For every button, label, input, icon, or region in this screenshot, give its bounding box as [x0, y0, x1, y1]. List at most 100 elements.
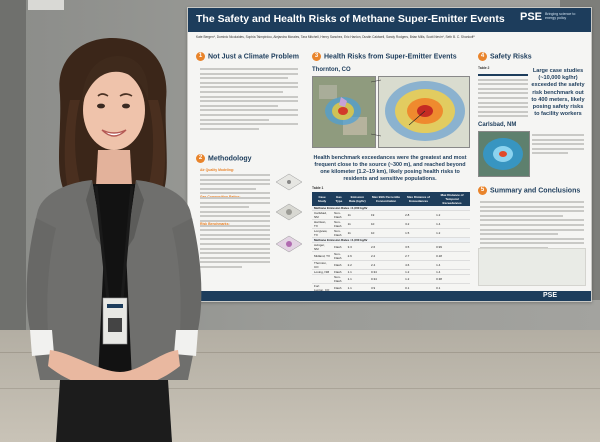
col-header: Gas Type — [332, 192, 346, 206]
col-header: Max Distance of Exceedances — [403, 192, 435, 206]
table-cell: 2.7 — [403, 251, 435, 261]
face — [83, 70, 145, 150]
col-header: Emission Rate (kg/hr) — [345, 192, 369, 206]
badge-header — [107, 304, 123, 308]
map-overlay — [313, 77, 375, 147]
table-cell: 1.2 — [403, 269, 435, 275]
section-title: Health Risks from Super-Emitter Events — [324, 53, 457, 61]
table-cell: Flash — [332, 260, 346, 270]
table-row: Midland, TX Non-Flash 2.6 2.2 2.7 0.18 — [312, 251, 470, 261]
table-cell: 1.4 — [434, 219, 470, 229]
table-cell: 0.18 — [434, 251, 470, 261]
table-row: Harrison, TX Non-Flash 11 10 3.2 1.4 — [312, 219, 470, 229]
table-cell: Loving, NM — [312, 269, 333, 275]
table-cell: Longview, TX — [312, 228, 333, 238]
table-cell: 1.1 — [345, 274, 369, 284]
table-cell: Non-Flash — [332, 228, 346, 238]
method-item: Air Quality Modeling: — [200, 168, 235, 172]
black-pants — [56, 380, 172, 442]
section-title: Methodology — [208, 155, 252, 163]
section-3-heading: 3 Health Risks from Super-Emitter Events — [312, 52, 457, 61]
section-2-heading: 2 Methodology — [196, 154, 252, 163]
table-cell: 11 — [345, 219, 369, 229]
pse-footer-logo: PSE — [543, 292, 558, 299]
right-eye — [122, 103, 130, 109]
table-cell: 2.2 — [345, 260, 369, 270]
right-sleeve — [172, 218, 202, 332]
section-number: 3 — [312, 52, 321, 61]
health-finding: Health benchmark exceedances were the gr… — [313, 155, 467, 182]
lanyard — [94, 185, 134, 301]
section-number: 2 — [196, 154, 205, 163]
right-cuff — [174, 330, 198, 356]
pse-logo: PSE — [520, 11, 543, 23]
neck — [96, 150, 132, 186]
table-cell: Carlsbad, NM — [312, 210, 333, 220]
carlsbad-overlay — [479, 132, 529, 176]
group-label: Methane Emission Rates >1,000 kg/hr — [312, 237, 470, 243]
section-number: 1 — [196, 52, 205, 61]
table-cell: 11 — [345, 210, 369, 220]
table-cell: 1.4 — [434, 260, 470, 270]
section-title: Not Just a Climate Problem — [208, 53, 300, 61]
badge-qr-code — [108, 318, 122, 332]
section-5-heading: 5 Summary and Conclusions — [478, 186, 580, 195]
table-cell: 4.6 — [403, 260, 435, 270]
table-cell: 1.2 — [434, 210, 470, 220]
table-cell: 2.2 — [368, 251, 404, 261]
map-connector — [370, 79, 382, 137]
table-cell: 3.3 — [345, 242, 369, 252]
left-eyebrow — [97, 93, 109, 97]
method-item: Risk Benchmarks: — [200, 222, 230, 227]
hair-right-strand — [146, 100, 166, 198]
table-row: Avinger, NM Flash 3.3 2.6 3.5 0.99 — [312, 242, 470, 252]
poster-title: The Safety and Health Risks of Methane S… — [196, 13, 505, 25]
poster-footer — [188, 291, 591, 301]
section-2-text — [200, 174, 270, 270]
poster-authors: Kate Bergen*, Dominic Nicolaides, Sophia… — [196, 35, 475, 39]
col-header: Max 99th Percentile Concentration — [368, 192, 404, 206]
section-1-heading: 1 Not Just a Climate Problem — [196, 52, 299, 61]
table-cell: Flash — [332, 269, 346, 275]
table-cell: 2.8 — [403, 210, 435, 220]
section-number: 5 — [478, 186, 487, 195]
table-cell: 1.1 — [345, 269, 369, 275]
table-cell: 2.6 — [368, 242, 404, 252]
pse-tagline: Bringing science to energy policy — [545, 12, 576, 21]
table-cell: 0.34 — [368, 274, 404, 284]
carlsbad-label: Carlsbad, NM — [478, 122, 517, 128]
poster-header: The Safety and Health Risks of Methane S… — [188, 8, 591, 32]
section-title: Summary and Conclusions — [490, 187, 581, 195]
section-number: 4 — [478, 52, 487, 61]
hair-fringe — [82, 56, 149, 104]
section-4-heading: 4 Safety Risks — [478, 52, 532, 61]
table-row: Non-Flash 1.1 0.34 1.2 0.38 — [312, 274, 470, 284]
thornton-heat-map — [378, 76, 470, 148]
table-cell: Non-Flash — [332, 274, 346, 284]
heat-overlay — [379, 77, 469, 147]
table-cell: 0.38 — [434, 274, 470, 284]
table-cell: 2.6 — [345, 251, 369, 261]
table-cell: 10 — [368, 219, 404, 229]
table-row: Carlsbad, NM Non-Flash 11 19 2.8 1.2 — [312, 210, 470, 220]
table-cell: 0.99 — [434, 242, 470, 252]
table-group-row: Methane Emission Rates >1,000 kg/hr — [312, 237, 470, 243]
carlsbad-text — [532, 134, 584, 157]
table-cell — [312, 274, 333, 284]
table-cell: Midland, TX — [312, 251, 333, 261]
table-cell: Non-Flash — [332, 219, 346, 229]
table-row: Loving, NM Flash 1.1 0.34 1.2 1.4 — [312, 269, 470, 275]
table-1-label: Table 1 — [312, 186, 324, 190]
table-cell: 11 — [345, 228, 369, 238]
table-cell: 0.34 — [368, 269, 404, 275]
citations-box — [478, 248, 586, 286]
results-table: Case Study Gas Type Emission Rate (kg/hr… — [312, 192, 470, 293]
table-cell: 1.4 — [434, 269, 470, 275]
table-cell: 1.5 — [403, 228, 435, 238]
table-cell: 1.2 — [434, 228, 470, 238]
table-header-row: Case Study Gas Type Emission Rate (kg/hr… — [312, 192, 470, 206]
col-header: Max Distance of Temporal Exceedances — [434, 192, 470, 206]
safety-finding: Large case studies (~10,000 kg/hr) excee… — [531, 68, 585, 118]
